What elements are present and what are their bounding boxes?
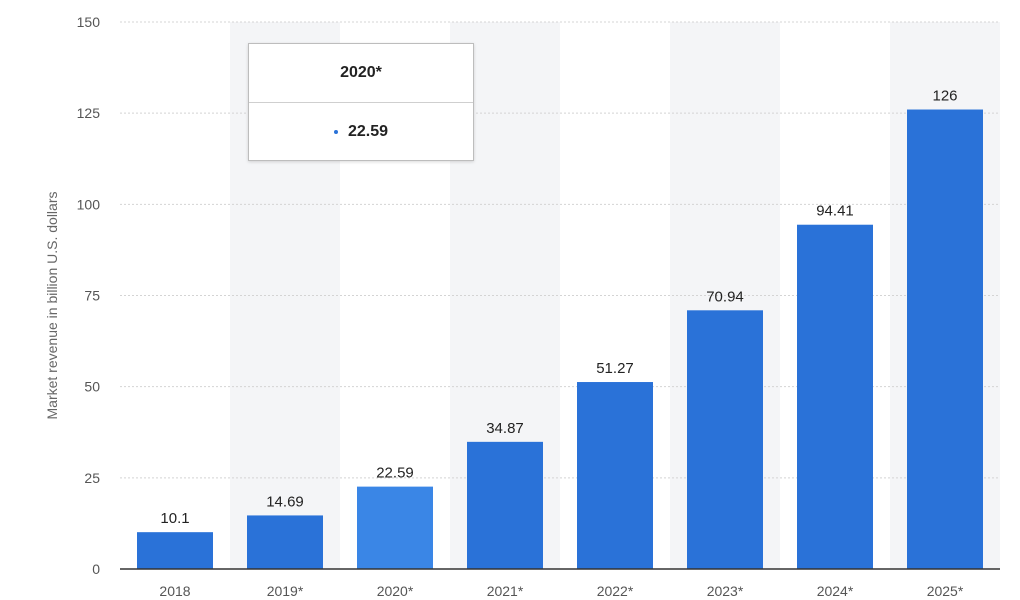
bar-2024 [797, 224, 873, 569]
x-tick-label: 2018 [159, 583, 190, 599]
y-tick-label: 0 [92, 561, 100, 577]
data-label: 10.1 [160, 510, 189, 527]
bar-2023 [687, 310, 763, 569]
y-tick-label: 100 [77, 196, 101, 212]
y-axis-title: Market revenue in billion U.S. dollars [44, 192, 60, 420]
x-tick-label: 2019* [267, 583, 304, 599]
data-label: 51.27 [596, 360, 634, 377]
series-dot-icon [333, 129, 338, 134]
x-tick-label: 2022* [597, 583, 634, 599]
y-tick-label: 150 [77, 14, 101, 30]
x-tick-label: 2020* [377, 583, 414, 599]
data-label: 94.41 [816, 203, 854, 220]
bar-2018 [137, 532, 213, 569]
bar-2019 [247, 515, 323, 569]
x-tick-label: 2024* [817, 583, 854, 599]
data-label: 14.69 [266, 493, 304, 510]
y-tick-label: 75 [84, 288, 100, 304]
bar-2020 [357, 486, 433, 569]
data-label: 22.59 [376, 465, 414, 482]
chart-tooltip: 2020* 22.59 [248, 43, 474, 161]
bar-2022 [577, 382, 653, 569]
x-tick-label: 2025* [927, 583, 964, 599]
x-tick-label: 2021* [487, 583, 524, 599]
data-label: 126 [932, 88, 957, 105]
bar-2025 [907, 109, 983, 570]
y-tick-label: 125 [77, 105, 101, 121]
tooltip-title: 2020* [249, 44, 473, 103]
x-tick-label: 2023* [707, 583, 744, 599]
data-label: 34.87 [486, 420, 524, 437]
y-tick-label: 25 [84, 470, 100, 486]
bar-2021 [467, 441, 543, 569]
data-label: 70.94 [706, 288, 744, 305]
tooltip-row: 22.59 [249, 103, 473, 160]
tooltip-value: 22.59 [347, 122, 389, 140]
y-tick-label: 50 [84, 379, 100, 395]
